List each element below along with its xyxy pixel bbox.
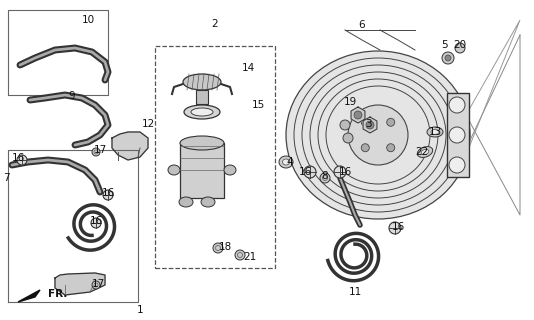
Text: 12: 12: [142, 119, 155, 129]
Circle shape: [235, 250, 245, 260]
Polygon shape: [55, 273, 105, 295]
Text: 11: 11: [348, 287, 362, 297]
Circle shape: [445, 55, 451, 61]
Circle shape: [103, 190, 113, 200]
Text: 16: 16: [11, 153, 25, 163]
Text: 1: 1: [137, 305, 143, 315]
Ellipse shape: [431, 130, 439, 134]
Text: 16: 16: [339, 167, 351, 177]
Text: 3: 3: [365, 119, 371, 129]
Ellipse shape: [191, 108, 213, 116]
Circle shape: [304, 166, 316, 178]
Polygon shape: [112, 132, 148, 160]
Text: 7: 7: [3, 173, 9, 183]
Circle shape: [320, 173, 330, 183]
Text: 6: 6: [359, 20, 365, 30]
Bar: [180, 143, 224, 198]
Circle shape: [17, 155, 27, 165]
Text: 19: 19: [343, 97, 357, 107]
Text: 13: 13: [428, 127, 442, 137]
Circle shape: [343, 133, 353, 143]
Circle shape: [387, 144, 395, 152]
Ellipse shape: [427, 127, 443, 137]
Text: 16: 16: [299, 167, 312, 177]
Circle shape: [340, 120, 350, 130]
Text: 8: 8: [321, 171, 328, 181]
Text: 16: 16: [101, 188, 115, 198]
Text: 17: 17: [91, 279, 105, 289]
Text: 20: 20: [453, 40, 467, 50]
Circle shape: [213, 243, 223, 253]
Circle shape: [92, 281, 100, 289]
Text: 4: 4: [287, 157, 293, 167]
Circle shape: [348, 105, 408, 165]
Text: 5: 5: [441, 40, 447, 50]
Ellipse shape: [184, 105, 220, 119]
Ellipse shape: [224, 165, 236, 175]
Polygon shape: [363, 117, 377, 133]
Circle shape: [449, 157, 465, 173]
Ellipse shape: [180, 136, 224, 150]
Bar: [155, 46, 275, 268]
Text: 14: 14: [241, 63, 255, 73]
Ellipse shape: [179, 197, 193, 207]
Circle shape: [389, 222, 401, 234]
Text: 10: 10: [82, 15, 95, 25]
Text: 17: 17: [93, 145, 107, 155]
Ellipse shape: [421, 149, 429, 155]
Bar: [447, 93, 469, 177]
Text: 21: 21: [244, 252, 257, 262]
Circle shape: [354, 111, 362, 119]
Ellipse shape: [201, 197, 215, 207]
Ellipse shape: [282, 159, 289, 165]
Ellipse shape: [183, 74, 221, 90]
Circle shape: [362, 118, 370, 126]
Circle shape: [442, 52, 454, 64]
Text: 22: 22: [415, 147, 429, 157]
Text: 18: 18: [218, 242, 232, 252]
Circle shape: [387, 118, 395, 126]
Ellipse shape: [279, 156, 293, 168]
Text: 16: 16: [89, 216, 103, 226]
Circle shape: [334, 166, 346, 178]
Circle shape: [362, 144, 370, 152]
Bar: [196, 90, 208, 104]
Ellipse shape: [417, 147, 433, 157]
Text: 2: 2: [211, 19, 218, 29]
Polygon shape: [351, 107, 365, 123]
Text: FR.: FR.: [48, 289, 67, 299]
Circle shape: [91, 218, 101, 228]
Text: 9: 9: [69, 91, 75, 101]
Ellipse shape: [168, 165, 180, 175]
Circle shape: [366, 121, 374, 129]
Circle shape: [455, 43, 465, 53]
Circle shape: [92, 148, 100, 156]
Ellipse shape: [286, 51, 470, 219]
Text: 15: 15: [252, 100, 265, 110]
Text: 16: 16: [391, 222, 405, 232]
Polygon shape: [18, 290, 40, 302]
Circle shape: [449, 127, 465, 143]
Circle shape: [449, 97, 465, 113]
